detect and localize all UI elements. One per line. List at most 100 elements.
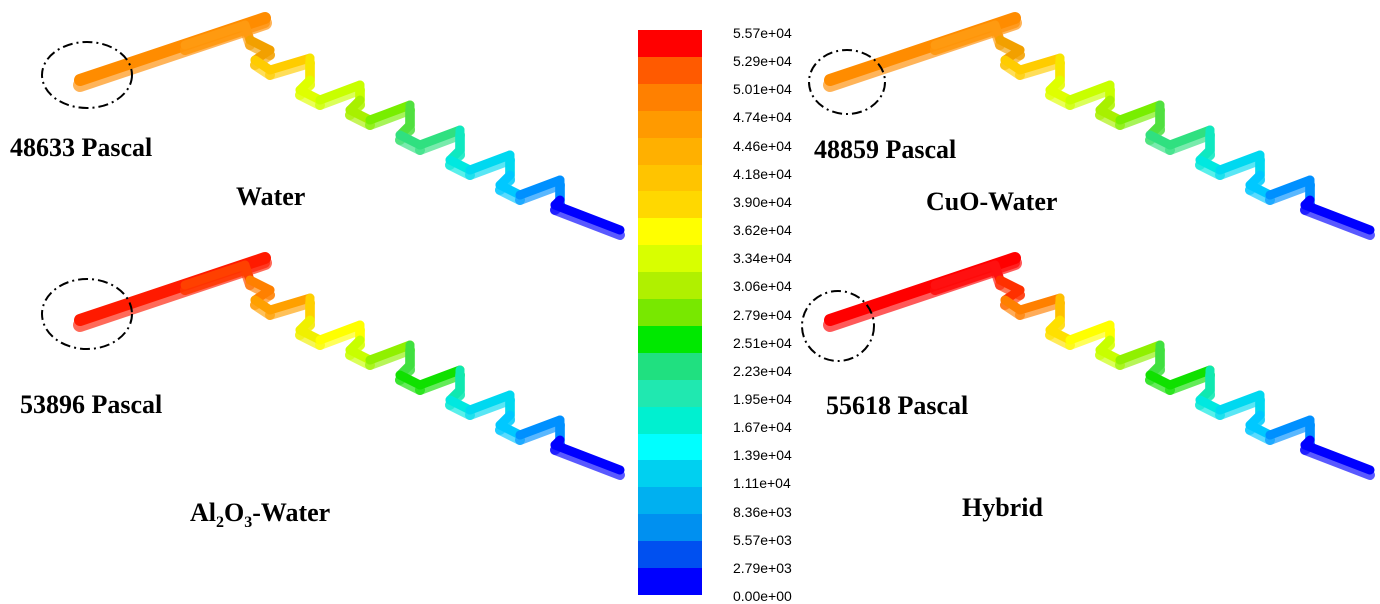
channel-segment-side (550, 445, 625, 480)
colorbar-tick-label: 4.74e+04 (733, 109, 792, 126)
channel-segment (1215, 150, 1265, 175)
fluid-title-water: Water (236, 182, 306, 211)
channel-segment (180, 260, 250, 290)
channel-segment (365, 100, 415, 125)
colorbar-block (638, 83, 702, 112)
colorbar-tick-label: 5.29e+04 (733, 53, 792, 70)
colorbar-tick-label: 1.39e+04 (733, 447, 792, 464)
pressure-label-hybrid: 55618 Pascal (826, 391, 969, 420)
colorbar-block (638, 164, 702, 192)
channel-segment-side (265, 58, 315, 80)
colorbar-block (638, 460, 702, 488)
channel-segment-side (365, 345, 415, 370)
channel-al2o3-water (73, 252, 625, 480)
fluid-title-al2o3-mid: O (224, 498, 245, 527)
fluid-title-al2o3-water: Al2O3-Water (190, 498, 330, 532)
channel-segment-side (1265, 420, 1315, 445)
channel-segment (1215, 390, 1265, 415)
fluid-title-al2o3-sub1: 2 (216, 514, 224, 532)
panel-water: 48633 Pascal Water (0, 0, 630, 300)
channel-segment-side (1015, 58, 1065, 80)
pressure-label-cuo-water: 48859 Pascal (814, 135, 957, 164)
colorbar-block (638, 137, 702, 165)
colorbar-block (638, 541, 702, 569)
pressure-label-al2o3-water: 53896 Pascal (20, 390, 163, 419)
channel-segment (515, 175, 565, 200)
inlet-marker-water (41, 41, 133, 109)
channel-segment-side (930, 25, 1000, 55)
inlet-marker-hybrid (801, 290, 875, 362)
channel-segment (180, 20, 250, 50)
colorbar-block (638, 514, 702, 542)
colorbar-block (638, 487, 702, 515)
channel-segment-side (930, 265, 1000, 295)
channel-segment-side (315, 85, 365, 110)
channel-segment (1300, 200, 1375, 235)
panel-al2o3-water: 53896 Pascal Al2O3-Water (0, 240, 630, 540)
inlet-marker-cuo-water (808, 49, 886, 115)
fluid-title-cuo-water: CuO-Water (926, 187, 1058, 216)
fluid-title-al2o3-sub2: 3 (244, 514, 253, 532)
fluid-title-al2o3-suffix: -Water (252, 498, 331, 527)
colorbar-block (638, 568, 702, 596)
channel-segment (515, 415, 565, 440)
channel-segment (465, 150, 515, 175)
channel-segment (1165, 125, 1215, 150)
channel-segment-side (515, 180, 565, 205)
panel-hybrid: 55618 Pascal Hybrid (750, 240, 1380, 540)
channel-segment-side (1165, 370, 1215, 395)
colorbar-block (638, 325, 702, 354)
channel-segment (415, 125, 465, 150)
colorbar-tick-label: 0.00e+00 (733, 588, 792, 604)
channel-segment-side (1115, 105, 1165, 130)
channel-segment (1165, 365, 1215, 390)
colorbar-block (638, 218, 702, 246)
colorbar-block (638, 406, 702, 435)
channel-segment (315, 80, 365, 105)
channel-segment (315, 320, 365, 345)
colorbar-block (638, 191, 702, 219)
channel-segment-side (1215, 155, 1265, 180)
colorbar-tick-label: 3.62e+04 (733, 222, 792, 239)
fluid-title-hybrid: Hybrid (962, 493, 1043, 522)
channel-segment (1115, 100, 1165, 125)
colorbar-block (638, 56, 702, 85)
colorbar-block (638, 379, 702, 408)
channel-segment-side (1265, 180, 1315, 205)
channel-segment (550, 440, 625, 475)
channel-segment-side (415, 370, 465, 395)
colorbar-tick-label: 5.57e+03 (733, 531, 792, 548)
colorbar-tick-label: 1.67e+04 (733, 419, 792, 436)
channel-segment (1265, 415, 1315, 440)
channel-cuo-water (823, 12, 1375, 240)
channel-segment-side (1300, 445, 1375, 480)
channel-segment-side (1215, 395, 1265, 420)
colorbar-block (638, 30, 702, 58)
channel-segment-side (1065, 85, 1115, 110)
colorbar-block (638, 352, 702, 381)
channel-segment (1265, 175, 1315, 200)
colorbar-tick-label: 2.51e+04 (733, 334, 792, 351)
channel-segment (265, 53, 315, 75)
channel-segment (465, 390, 515, 415)
colorbar-tick-label: 4.18e+04 (733, 165, 792, 182)
colorbar-tick-label: 1.11e+04 (733, 475, 791, 492)
colorbar-tick-label: 4.46e+04 (733, 137, 792, 154)
colorbar-block (638, 433, 702, 461)
inlet-marker-al2o3-water (41, 278, 133, 350)
channel-segment (415, 365, 465, 390)
colorbar-tick-label: 3.34e+04 (733, 250, 792, 267)
colorbar-tick-label: 5.57e+04 (733, 25, 792, 41)
colorbar-tick-label: 3.90e+04 (733, 193, 792, 210)
colorbar-block (638, 245, 702, 273)
colorbar-block (638, 110, 702, 139)
channel-segment (1065, 80, 1115, 105)
channel-segment-side (1165, 130, 1215, 155)
channel-segment-side (550, 205, 625, 240)
colorbar-tick-label: 2.79e+04 (733, 306, 792, 323)
channel-segment (265, 293, 315, 315)
channel-segment-side (365, 105, 415, 130)
colorbar-tick-label: 3.06e+04 (733, 278, 792, 295)
channel-segment (550, 200, 625, 235)
channel-segment (1015, 53, 1065, 75)
